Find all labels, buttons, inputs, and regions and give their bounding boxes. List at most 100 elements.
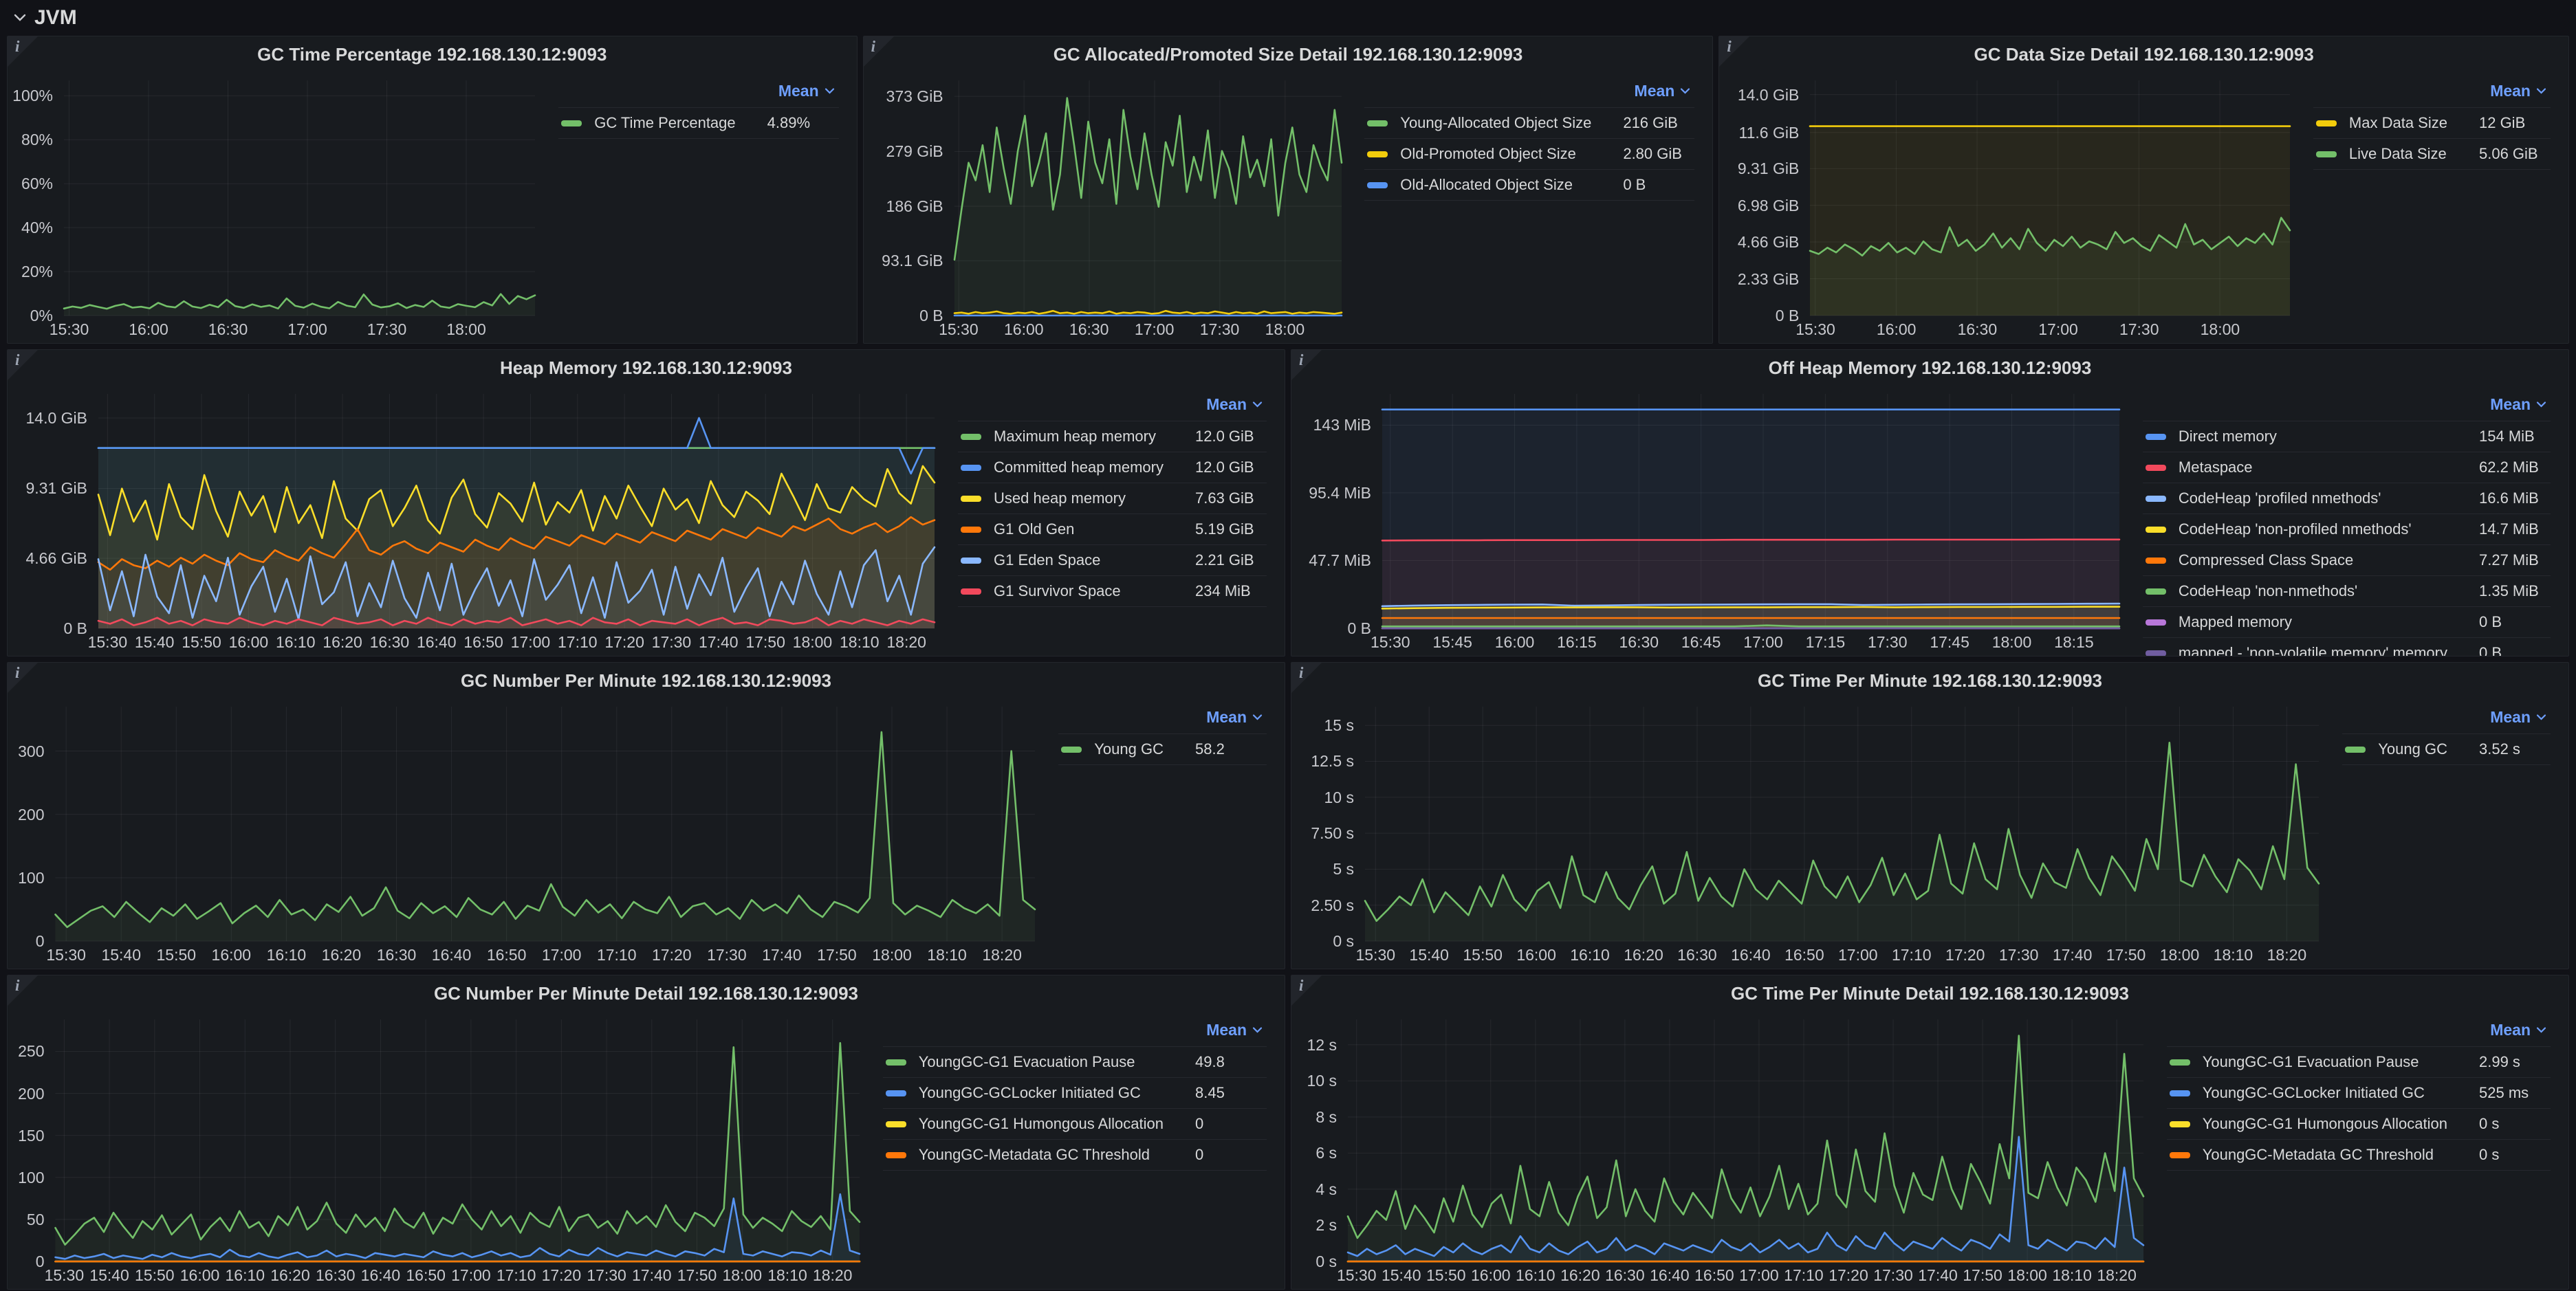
legend-item-label[interactable]: Young-Allocated Object Size	[1397, 107, 1599, 139]
legend-mean-sort[interactable]: Mean	[1058, 707, 1267, 733]
legend-item-label[interactable]: GC Time Percentage	[591, 107, 743, 139]
legend-swatch	[882, 1046, 916, 1078]
legend-item-label[interactable]: YoungGC-GCLocker Initiated GC	[915, 1077, 1170, 1109]
x-axis-label: 18:00	[792, 633, 833, 651]
legend-item-label[interactable]: Committed heap memory	[991, 452, 1170, 483]
panel-info-icon[interactable]: i	[8, 663, 38, 693]
legend-item-label[interactable]: YoungGC-G1 Humongous Allocation	[915, 1108, 1170, 1140]
legend-mean-sort[interactable]: Mean	[958, 394, 1267, 421]
panel-info-icon[interactable]: i	[1291, 975, 1322, 1006]
chart-area[interactable]: 0 B 2.33 GiB 4.66 GiB 6.98 GiB 9.31 GiB 11.6 …	[1723, 74, 2294, 340]
y-axis-label: 20%	[21, 263, 53, 281]
legend-item-label[interactable]: Mapped memory	[2175, 606, 2454, 638]
legend-mean-sort[interactable]: Mean	[2313, 80, 2551, 107]
chart-area[interactable]: 0% 20% 40% 60% 80% 100% 15:30 16:00 16:30 17:00 17…	[12, 74, 539, 340]
x-axis-label: 16:30	[208, 320, 248, 338]
legend-mean-sort[interactable]: Mean	[2143, 394, 2551, 421]
legend-item-label[interactable]: YoungGC-G1 Evacuation Pause	[915, 1046, 1170, 1078]
x-axis-label: 16:00	[129, 320, 168, 338]
panel-info-icon[interactable]: i	[1291, 663, 1322, 693]
legend-value: 2.21 GiB	[1170, 544, 1267, 576]
x-axis-label: 18:10	[767, 1266, 807, 1284]
legend-item-label[interactable]: YoungGC-GCLocker Initiated GC	[2199, 1077, 2454, 1109]
legend-item-label[interactable]: Young GC	[2375, 733, 2454, 765]
x-axis-label: 18:15	[2054, 633, 2094, 651]
legend-row: Direct memory 154 MiB	[2142, 421, 2551, 452]
x-axis-label: 18:20	[812, 1266, 853, 1284]
chart-area[interactable]: 0 B 47.7 MiB 95.4 MiB 143 MiB 15:30 15:45 16:0…	[1296, 387, 2124, 653]
panel-title[interactable]: GC Time Per Minute 192.168.130.12:9093	[1757, 670, 2103, 691]
legend-item-label[interactable]: YoungGC-G1 Evacuation Pause	[2199, 1046, 2454, 1078]
series-line	[1381, 624, 2121, 628]
x-axis-label: 18:00	[2007, 1266, 2047, 1284]
legend-value: 1.35 MiB	[2454, 575, 2551, 607]
legend-item-label[interactable]: Old-Allocated Object Size	[1397, 169, 1599, 201]
legend-item-label[interactable]: Young GC	[1091, 733, 1170, 765]
panel-title[interactable]: GC Number Per Minute Detail 192.168.130.…	[433, 983, 859, 1004]
chart-area[interactable]: 0 s 2 s 4 s 6 s 8 s 10 s 12 s 15:30 15:40 15:50 16…	[1296, 1013, 2148, 1286]
chart-area[interactable]: 0 B 4.66 GiB 9.31 GiB 14.0 GiB 15:30 15:40 15:…	[12, 387, 939, 653]
panel-info-icon[interactable]: i	[1291, 350, 1322, 380]
panel-title[interactable]: GC Number Per Minute 192.168.130.12:9093	[460, 670, 832, 691]
legend-item-label[interactable]: Max Data Size	[2346, 107, 2454, 139]
x-axis-label: 18:20	[982, 946, 1022, 964]
chart-area[interactable]: 0 s 2.50 s 5 s 7.50 s 10 s 12.5 s 15 s 15:30 15:…	[1296, 700, 2323, 966]
y-axis-label: 100	[18, 868, 45, 887]
panel-off-heap-memory-192-168-130-12-9093: i Off Heap Memory 192.168.130.12:9093 0 …	[1291, 349, 2569, 656]
panel-title[interactable]: GC Allocated/Promoted Size Detail 192.16…	[1053, 44, 1523, 65]
legend-item-label[interactable]: YoungGC-Metadata GC Threshold	[915, 1139, 1170, 1171]
chart-area[interactable]: 0 50 100 150 200 250 15:30 15:40 15:50 16:00 16:10…	[12, 1013, 864, 1286]
x-axis-label: 16:40	[416, 633, 457, 651]
y-axis-label: 279 GiB	[886, 142, 943, 161]
legend-item-label[interactable]: mapped - 'non-volatile memory' memory	[2175, 637, 2454, 656]
legend-mean-sort[interactable]: Mean	[1364, 80, 1694, 107]
legend-item-label[interactable]: Metaspace	[2175, 452, 2454, 483]
legend-item-label[interactable]: CodeHeap 'non-profiled nmethods'	[2175, 514, 2454, 545]
series-line	[1381, 606, 2121, 610]
legend-item-label[interactable]: Maximum heap memory	[991, 421, 1170, 452]
legend-row: YoungGC-G1 Humongous Allocation 0	[882, 1108, 1267, 1140]
legend-swatch	[2313, 107, 2346, 139]
y-axis-label: 15 s	[1324, 716, 1354, 735]
legend-item-label[interactable]: G1 Eden Space	[991, 544, 1170, 576]
legend-item-label[interactable]: YoungGC-G1 Humongous Allocation	[2199, 1108, 2454, 1140]
x-axis-label: 16:30	[1605, 1266, 1645, 1284]
panel-title[interactable]: GC Time Per Minute Detail 192.168.130.12…	[1730, 983, 2130, 1004]
series-line	[63, 293, 536, 310]
x-axis-label: 17:00	[1838, 946, 1878, 964]
legend-row: G1 Eden Space 2.21 GiB	[958, 544, 1267, 576]
panel-title[interactable]: GC Time Percentage 192.168.130.12:9093	[257, 44, 607, 65]
panel-title[interactable]: GC Data Size Detail 192.168.130.12:9093	[1974, 44, 2314, 65]
legend-item-label[interactable]: Old-Promoted Object Size	[1397, 138, 1599, 170]
legend-item-label[interactable]: YoungGC-Metadata GC Threshold	[2199, 1139, 2454, 1171]
x-axis-label: 15:30	[87, 633, 128, 651]
legend-item-label[interactable]: G1 Old Gen	[991, 514, 1170, 545]
chart-area[interactable]: 0 100 200 300 15:30 15:40 15:50 16:00 16:10 16:20…	[12, 700, 1039, 966]
x-axis-label: 16:15	[1557, 633, 1597, 651]
legend-item-label[interactable]: Live Data Size	[2346, 138, 2454, 170]
legend-item-label[interactable]: Used heap memory	[991, 483, 1170, 514]
legend-mean-sort[interactable]: Mean	[558, 80, 838, 107]
panel-title[interactable]: Off Heap Memory 192.168.130.12:9093	[1768, 357, 2092, 378]
panel-info-icon[interactable]: i	[863, 36, 894, 67]
panel-info-icon[interactable]: i	[1719, 36, 1750, 67]
legend-item-label[interactable]: G1 Survivor Space	[991, 575, 1170, 607]
legend-item-label[interactable]: Direct memory	[2175, 421, 2454, 452]
legend-mean-sort[interactable]: Mean	[2167, 1019, 2551, 1046]
legend-mean-sort[interactable]: Mean	[883, 1019, 1267, 1046]
panel-title[interactable]: Heap Memory 192.168.130.12:9093	[500, 357, 792, 378]
legend-item-label[interactable]: CodeHeap 'non-nmethods'	[2175, 575, 2454, 607]
legend-item-label[interactable]: CodeHeap 'profiled nmethods'	[2175, 483, 2454, 514]
chart-area[interactable]: 0 B 93.1 GiB 186 GiB 279 GiB 373 GiB 15:30 16:…	[868, 74, 1346, 340]
legend-item-label[interactable]: Compressed Class Space	[2175, 544, 2454, 576]
panel-info-icon[interactable]: i	[8, 350, 38, 380]
legend-row: Metaspace 62.2 MiB	[2142, 452, 2551, 483]
row-toggle-jvm[interactable]: JVM	[0, 0, 2576, 36]
x-axis-label: 16:50	[1694, 1266, 1734, 1284]
y-axis-label: 100%	[12, 87, 53, 105]
panel-info-icon[interactable]: i	[8, 975, 38, 1006]
legend-mean-sort[interactable]: Mean	[2342, 707, 2551, 733]
panel-info-icon[interactable]: i	[8, 36, 38, 67]
x-axis-label: 17:10	[596, 946, 637, 964]
x-axis-label: 17:00	[541, 946, 582, 964]
